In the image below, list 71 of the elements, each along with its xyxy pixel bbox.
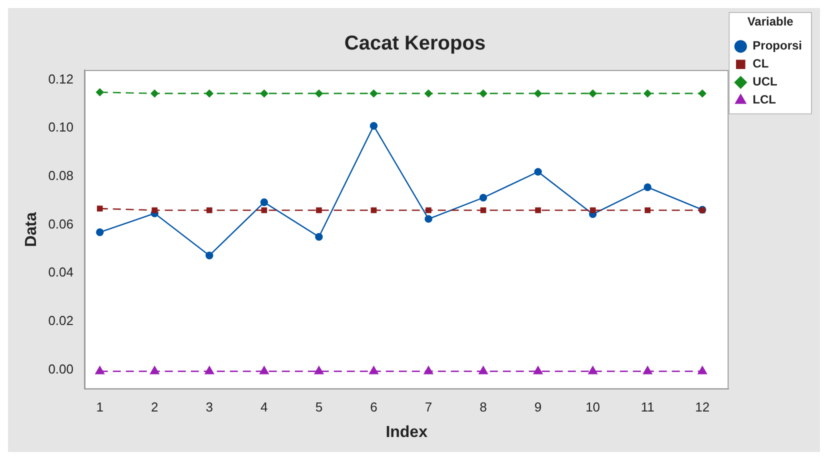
legend-label: UCL [752, 74, 778, 89]
x-tick-label: 12 [695, 400, 710, 415]
x-tick-label: 5 [315, 400, 323, 415]
point [315, 90, 323, 98]
point [206, 207, 212, 214]
point [152, 207, 158, 214]
y-tick-label: 0.00 [48, 361, 74, 376]
point [478, 366, 488, 374]
point [479, 194, 488, 202]
point [535, 207, 541, 214]
legend-label: LCL [752, 92, 776, 107]
y-tick-label: 0.06 [48, 216, 74, 232]
point [370, 90, 378, 98]
point [206, 252, 214, 260]
point [315, 233, 323, 241]
point [150, 366, 160, 374]
x-tick-label: 8 [480, 400, 487, 415]
point [204, 366, 214, 374]
point [698, 366, 707, 374]
x-tick-label: 6 [370, 400, 378, 415]
legend-title: Variable [747, 14, 794, 28]
legend-label: CL [752, 56, 769, 71]
point [644, 90, 652, 98]
point [260, 198, 268, 206]
point [370, 207, 377, 214]
point [533, 366, 543, 374]
point [206, 90, 214, 98]
point [260, 90, 268, 98]
point [96, 206, 103, 212]
x-tick-label: 2 [150, 400, 158, 415]
x-tick-label: 1 [96, 400, 104, 415]
x-tick-label: 10 [586, 400, 600, 415]
point [588, 366, 598, 374]
point [369, 366, 378, 374]
y-axis-title: Data [23, 212, 40, 247]
point [698, 90, 706, 98]
x-tick-label: 7 [424, 400, 432, 415]
point [370, 122, 378, 130]
point [96, 228, 104, 236]
point [479, 90, 488, 98]
point [95, 366, 104, 374]
y-tick-label: 0.12 [48, 71, 74, 86]
y-tick-label: 0.10 [48, 120, 74, 135]
y-tick-label: 0.08 [48, 168, 74, 183]
point [480, 207, 486, 214]
point [424, 215, 432, 223]
point [316, 207, 322, 214]
point [534, 90, 542, 98]
x-tick-label: 4 [260, 400, 268, 415]
point [644, 207, 651, 214]
point [426, 207, 432, 214]
point [96, 88, 104, 96]
x-tick-label: 11 [640, 400, 654, 415]
point [424, 90, 432, 98]
chart-title: Cacat Keropos [344, 32, 486, 55]
point [424, 366, 434, 374]
y-tick-label: 0.02 [48, 313, 74, 328]
x-tick-label: 9 [534, 400, 542, 415]
legend-label: Proporsi [752, 38, 802, 53]
point [314, 366, 324, 374]
point [643, 366, 652, 374]
point [588, 90, 597, 98]
point [150, 90, 158, 98]
point [590, 207, 596, 214]
y-tick-label: 0.04 [48, 264, 74, 280]
point [644, 183, 652, 192]
point [261, 207, 268, 214]
x-tick-label: 3 [206, 400, 214, 415]
point [260, 366, 269, 374]
x-axis-title: Index [386, 424, 428, 441]
point [534, 168, 542, 176]
